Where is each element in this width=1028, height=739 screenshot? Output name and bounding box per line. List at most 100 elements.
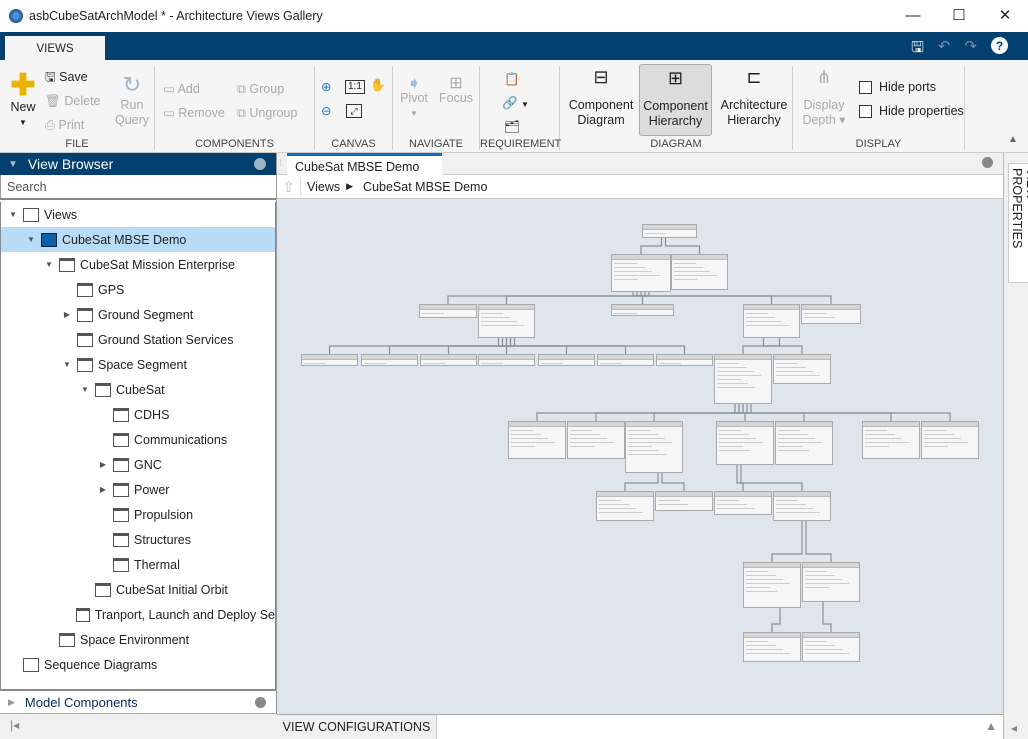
delete-button[interactable]: 🗑 Delete <box>45 94 101 108</box>
zoom-in-icon[interactable]: ⊕ <box>321 80 332 94</box>
component-node[interactable] <box>671 254 728 290</box>
tree-item[interactable]: Thermal <box>1 552 275 577</box>
view-configurations-tab[interactable]: VIEW CONFIGURATIONS <box>277 715 437 739</box>
search-input[interactable]: Search <box>0 175 276 200</box>
tree-item[interactable]: ▼ Space Segment <box>1 352 275 377</box>
panel-menu-icon[interactable] <box>255 697 266 708</box>
tree-item[interactable]: Sequence Diagrams <box>1 652 275 677</box>
component-node[interactable] <box>642 224 697 238</box>
run-query-button[interactable]: ↻ Run Query <box>112 72 152 128</box>
tree-item[interactable]: ▶ Power <box>1 477 275 502</box>
expand-toggle-icon[interactable]: ▼ <box>63 360 71 369</box>
component-node[interactable] <box>802 562 860 602</box>
component-node[interactable] <box>743 304 800 338</box>
component-node[interactable] <box>361 354 418 366</box>
component-node[interactable] <box>567 421 625 459</box>
tree-item[interactable]: Structures <box>1 527 275 552</box>
component-node[interactable] <box>611 254 671 292</box>
up-arrow-icon[interactable]: ⇧ <box>277 177 301 196</box>
new-button[interactable]: ✚ New ▼ <box>8 71 38 130</box>
view-browser-header[interactable]: ▼ View Browser <box>0 153 276 175</box>
fit-to-view-icon[interactable]: ⤢ <box>346 104 362 118</box>
tree-item[interactable]: ▶ Ground Segment <box>1 302 275 327</box>
collapse-left-icon[interactable]: |◂ <box>10 718 20 732</box>
undo-icon[interactable]: ↶ <box>937 38 951 55</box>
component-node[interactable] <box>596 491 654 521</box>
architecture-hierarchy-button[interactable]: ⊏ Architecture Hierarchy <box>716 68 792 128</box>
component-node[interactable] <box>419 304 477 318</box>
expand-toggle-icon[interactable]: ▶ <box>99 460 107 469</box>
component-node[interactable] <box>773 354 831 384</box>
ungroup-button[interactable]: ⧉ Ungroup <box>237 106 298 120</box>
tree-item[interactable]: ▶ GNC <box>1 452 275 477</box>
tree-item[interactable]: Space Environment <box>1 627 275 652</box>
component-node[interactable] <box>801 304 861 324</box>
component-node[interactable] <box>597 354 654 366</box>
zoom-out-icon[interactable]: ⊖ <box>321 104 332 118</box>
tree-item[interactable]: CubeSat Initial Orbit <box>1 577 275 602</box>
tab-views[interactable]: VIEWS <box>5 36 105 61</box>
tree-item[interactable]: ▼ CubeSat MBSE Demo <box>1 227 275 252</box>
tree-item[interactable]: Propulsion <box>1 502 275 527</box>
component-node[interactable] <box>655 491 713 511</box>
breadcrumb-views[interactable]: Views <box>307 179 341 194</box>
model-components-panel-header[interactable]: ▶ Model Components <box>0 690 276 714</box>
collapse-right-icon[interactable]: ◂ <box>1011 721 1018 735</box>
expand-toggle-icon[interactable]: ▶ <box>63 310 71 319</box>
tree-item[interactable]: Tranport, Launch and Deploy Se <box>1 602 275 627</box>
tree-item[interactable]: ▼ CubeSat Mission Enterprise <box>1 252 275 277</box>
tree-item[interactable]: CDHS <box>1 402 275 427</box>
component-node[interactable] <box>478 304 535 338</box>
help-icon[interactable]: ? <box>991 37 1008 54</box>
zoom-1to1-button[interactable]: 1:1 <box>345 80 365 94</box>
close-button[interactable]: ✕ <box>998 7 1012 24</box>
component-node[interactable] <box>714 491 772 515</box>
expand-toggle-icon[interactable]: ▼ <box>27 235 35 244</box>
expand-toggle-icon[interactable]: ▶ <box>99 485 107 494</box>
component-node[interactable] <box>743 562 801 608</box>
component-diagram-button[interactable]: ⊟ Component Diagram <box>566 68 636 128</box>
component-node[interactable] <box>508 421 566 459</box>
remove-button[interactable]: ▭ Remove <box>163 106 225 120</box>
component-node[interactable] <box>773 491 831 521</box>
component-node[interactable] <box>420 354 477 366</box>
display-depth-button[interactable]: ⋔ Display Depth ▾ <box>799 68 849 128</box>
tree-item[interactable]: ▼ Views <box>1 202 275 227</box>
breadcrumb-current[interactable]: CubeSat MBSE Demo <box>363 179 488 194</box>
collapse-ribbon-icon[interactable]: ▲ <box>1008 134 1018 145</box>
expand-panel-icon[interactable]: ▲ <box>985 719 997 733</box>
component-node[interactable] <box>656 354 713 366</box>
component-node[interactable] <box>775 421 833 465</box>
component-node[interactable] <box>625 421 683 473</box>
hide-properties-checkbox[interactable] <box>859 105 872 118</box>
component-node[interactable] <box>862 421 920 459</box>
save-button[interactable]: 🖫 Save <box>45 70 88 84</box>
component-hierarchy-button[interactable]: ⊞ Component Hierarchy <box>639 64 712 136</box>
focus-button[interactable]: ⊞ Focus <box>439 75 474 106</box>
panel-menu-icon[interactable] <box>254 158 266 170</box>
pivot-button[interactable]: ➧ Pivot ▼ <box>400 73 428 118</box>
component-node[interactable] <box>301 354 358 366</box>
minimize-button[interactable]: — <box>905 6 921 24</box>
tree-item[interactable]: Communications <box>1 427 275 452</box>
maximize-button[interactable]: ☐ <box>952 7 966 24</box>
tab-menu-icon[interactable] <box>982 157 993 168</box>
component-node[interactable] <box>714 354 772 404</box>
component-node[interactable] <box>716 421 774 465</box>
tree-item[interactable]: ▼ CubeSat <box>1 377 275 402</box>
component-node[interactable] <box>921 421 979 459</box>
component-node[interactable] <box>611 304 674 316</box>
expand-toggle-icon[interactable]: ▼ <box>9 210 17 219</box>
tree-item[interactable]: Ground Station Services <box>1 327 275 352</box>
hide-ports-checkbox[interactable] <box>859 81 872 94</box>
requirements-editor-icon[interactable]: 📋 <box>504 72 520 86</box>
save-icon[interactable]: 🖫 <box>911 39 924 56</box>
tab-cubesat-mbse-demo[interactable]: CubeSat MBSE Demo <box>287 153 442 175</box>
expand-toggle-icon[interactable]: ▼ <box>81 385 89 394</box>
pan-hand-icon[interactable]: ✋ <box>370 78 386 92</box>
expand-toggle-icon[interactable]: ▼ <box>45 260 53 269</box>
requirements-perspective-icon[interactable]: 🗂 <box>504 120 520 134</box>
diagram-canvas[interactable] <box>277 199 1003 714</box>
group-button[interactable]: ⧉ Group <box>237 82 285 96</box>
print-button[interactable]: ⎙ Print <box>45 118 85 132</box>
